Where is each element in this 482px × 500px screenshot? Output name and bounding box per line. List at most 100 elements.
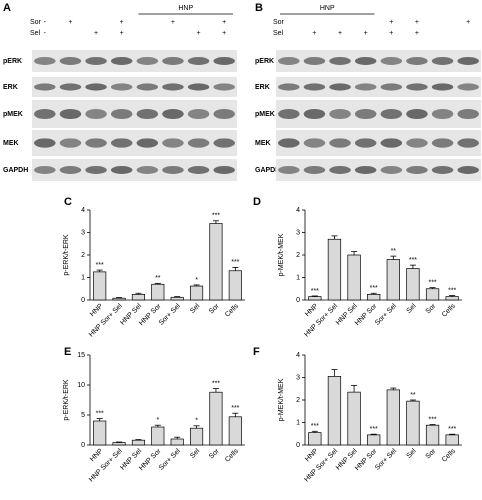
group-label: HNP [320, 5, 335, 12]
bar [131, 294, 145, 301]
blot-band [34, 57, 56, 65]
error-bar [174, 296, 181, 298]
error-bar [390, 387, 397, 390]
blot-band [213, 108, 235, 120]
error-bar [429, 424, 436, 426]
bar [445, 296, 459, 301]
y-tick-label: 2 [296, 252, 300, 259]
blot-band [85, 138, 107, 148]
bar [445, 434, 459, 446]
error-bar [232, 412, 239, 417]
y-tick-label: 4 [296, 352, 300, 359]
condition-sign: + [364, 30, 368, 37]
y-tick-label: 0 [296, 442, 300, 449]
bar [151, 426, 165, 446]
condition-sign: + [120, 30, 124, 37]
blot-band [136, 138, 159, 148]
blot-band [431, 83, 454, 91]
error-bar [212, 220, 219, 224]
bar [190, 427, 204, 446]
blot-band [406, 138, 428, 148]
significance: *** [311, 288, 319, 295]
bar [308, 432, 322, 446]
error-bar [193, 425, 200, 429]
bar [93, 271, 107, 301]
blot-band [380, 166, 403, 174]
x-tick-label: Sor [425, 302, 438, 315]
blot-band [457, 138, 479, 148]
significance: ** [410, 392, 416, 399]
x-tick-label: Sel [406, 447, 418, 459]
bar [228, 416, 242, 446]
y-tick-label: 0 [81, 297, 85, 304]
blot-band [303, 83, 326, 91]
blot-band [85, 83, 107, 91]
blot-band [110, 138, 133, 148]
blot-band [329, 138, 351, 148]
blot-band [85, 57, 107, 65]
blot-band [59, 83, 82, 91]
panel-letter: F [253, 346, 260, 358]
blot-strip [276, 50, 481, 72]
y-tick-label: 1 [296, 419, 300, 426]
y-axis-label: p-MEK/t-MEK [278, 233, 285, 276]
error-bar [370, 433, 377, 435]
blot-band [329, 108, 351, 120]
error-bar [154, 282, 161, 285]
significance: *** [370, 285, 378, 292]
panel-letter: B [255, 2, 263, 14]
error-bar [116, 441, 123, 443]
significance: *** [448, 426, 456, 433]
condition-sign: + [120, 19, 124, 26]
blot-band [380, 83, 403, 91]
y-tick-label: 4 [81, 207, 85, 214]
x-tick-label: HNP [304, 448, 320, 464]
blot-band [354, 166, 377, 174]
error-bar [331, 235, 338, 240]
x-tick-label: Sel [406, 302, 418, 314]
y-tick-label: 2 [81, 252, 85, 259]
bar [170, 296, 184, 301]
blot-band [110, 108, 133, 120]
blot-band [354, 138, 377, 148]
blot-band [457, 166, 479, 174]
significance: * [195, 277, 198, 284]
error-bar [331, 369, 338, 377]
bar [209, 391, 223, 446]
condition-sign: + [197, 30, 201, 37]
blot-strip [32, 50, 237, 72]
error-bar [311, 295, 318, 297]
protein-label: GAPDH [3, 167, 28, 174]
bar [425, 288, 440, 301]
condition-sign: - [44, 19, 47, 26]
blot-band [354, 57, 377, 65]
bar [112, 297, 126, 301]
blot-strip [32, 159, 237, 181]
condition-sign: + [466, 19, 470, 26]
panel-letter: D [253, 196, 261, 208]
blot-band [278, 108, 300, 120]
blot-band [278, 57, 300, 65]
x-tick-label: Sor [208, 302, 221, 315]
bar [327, 238, 342, 301]
y-tick-label: 4 [296, 207, 300, 214]
bar [308, 296, 322, 301]
error-bar [96, 269, 103, 272]
condition-sign: + [415, 19, 419, 26]
x-tick-label: Cells [441, 447, 457, 463]
blot-band [329, 57, 351, 65]
y-tick-label: 2 [296, 397, 300, 404]
error-bar [351, 251, 358, 255]
bar [347, 254, 361, 301]
blot-band [431, 138, 454, 148]
condition-sign: + [312, 30, 316, 37]
condition-sign: + [222, 19, 226, 26]
error-bar [212, 388, 219, 393]
blot-band [457, 57, 479, 65]
blot-band [136, 57, 159, 65]
error-bar [116, 297, 123, 299]
condition-label: Sel [30, 30, 41, 37]
blot-band [278, 166, 300, 174]
blot-band [303, 108, 326, 120]
